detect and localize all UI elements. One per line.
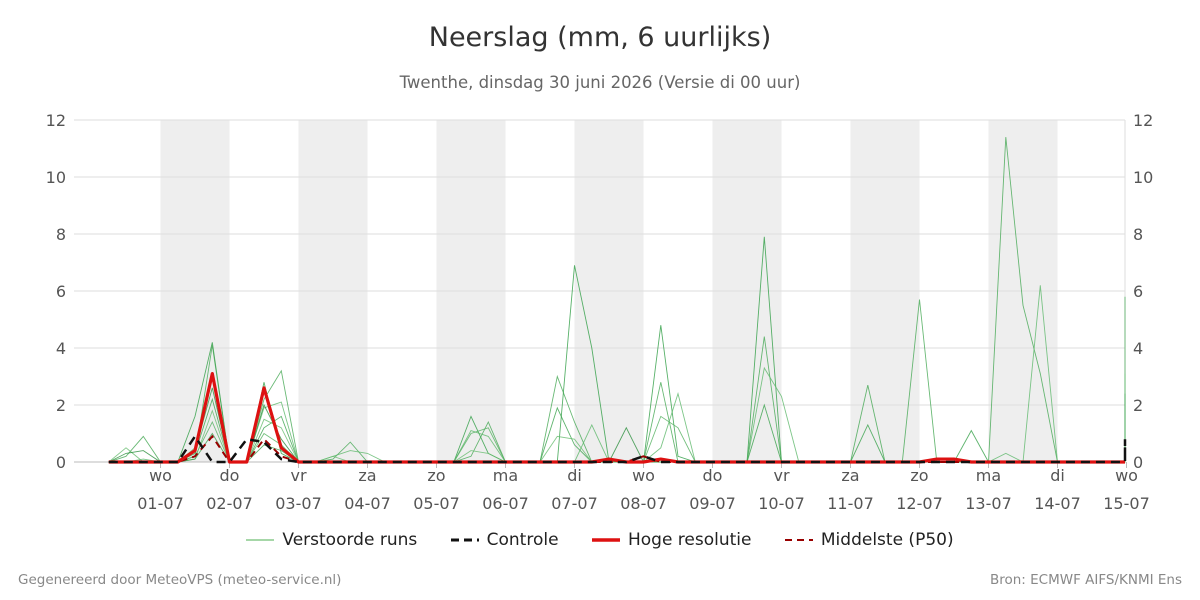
x-tick-label-day: za [358, 466, 376, 485]
x-tick-label-day: do [220, 466, 240, 485]
y-tick-label-right: 6 [1133, 282, 1143, 301]
y-tick-label-left: 12 [46, 111, 66, 130]
legend-swatch-thin-green [246, 539, 275, 541]
series-line-middelste-p50 [108, 434, 1125, 463]
y-tick-label-left: 0 [56, 453, 66, 472]
y-tick-label-right: 2 [1133, 396, 1143, 415]
y-tick-label-right: 4 [1133, 339, 1143, 358]
x-tick-label-day: ma [493, 466, 518, 485]
x-tick-label-date: 04-07 [344, 494, 391, 513]
footer-source: Bron: ECMWF AIFS/KNMI Ens [989, 572, 1182, 588]
y-tick-label-right: 12 [1133, 111, 1153, 130]
x-tick-label-date: 01-07 [137, 494, 184, 513]
series-line-hoge-resolutie [108, 372, 1125, 464]
x-tick-label-day: vr [290, 466, 306, 485]
x-tick-label-date: 10-07 [758, 494, 805, 513]
legend-label: Controle [486, 530, 559, 550]
legend-label: Verstoorde runs [282, 530, 418, 550]
legend-swatch-dashed-black [450, 538, 479, 542]
x-tick-label-day: wo [1115, 466, 1138, 485]
x-tick-label-day: wo [632, 466, 655, 485]
legend-item-verstoorde-runs[interactable]: Verstoorde runs [246, 530, 417, 550]
legend-item-controle[interactable]: Controle [450, 530, 559, 550]
x-tick-label-date: 02-07 [206, 494, 253, 513]
x-tick-label-date: 03-07 [275, 494, 322, 513]
y-tick-label-right: 0 [1133, 453, 1143, 472]
footer-generated-by: Gegenereerd door MeteoVPS (meteo-service… [18, 572, 342, 588]
legend-swatch-dashed-darkred [784, 539, 813, 541]
chart-title: Neerslag (mm, 6 uurlijks) [428, 22, 772, 53]
legend-swatch-thick-red [591, 538, 620, 542]
chart-subtitle: Twenthe, dinsdag 30 juni 2026 (Versie di… [399, 73, 801, 92]
x-tick-label-day: do [703, 466, 723, 485]
legend-item-hoge-resolutie[interactable]: Hoge resolutie [591, 530, 752, 550]
series-line-verstoorde-run [108, 137, 1126, 463]
x-tick-label-date: 12-07 [896, 494, 943, 513]
x-tick-label-date: 09-07 [689, 494, 736, 513]
y-tick-label-right: 8 [1133, 225, 1143, 244]
x-tick-label-day: wo [149, 466, 172, 485]
x-tick-label-date: 14-07 [1034, 494, 1081, 513]
x-tick-label-day: di [567, 466, 582, 485]
x-tick-label-day: vr [773, 466, 789, 485]
y-tick-label-left: 2 [56, 396, 66, 415]
x-tick-label-date: 15-07 [1103, 494, 1150, 513]
x-tick-label-day: zo [427, 466, 445, 485]
y-tick-label-left: 8 [56, 225, 66, 244]
x-tick-label-day: za [841, 466, 859, 485]
x-tick-label-day: di [1050, 466, 1065, 485]
legend-label: Middelste (P50) [820, 530, 954, 550]
x-tick-label-date: 11-07 [827, 494, 874, 513]
x-tick-label-day: zo [910, 466, 928, 485]
x-tick-label-date: 08-07 [620, 494, 667, 513]
x-tick-label-date: 13-07 [965, 494, 1012, 513]
y-tick-label-left: 6 [56, 282, 66, 301]
y-tick-label-left: 4 [56, 339, 66, 358]
y-tick-label-left: 10 [46, 168, 66, 187]
legend-label: Hoge resolutie [627, 530, 752, 550]
chart-legend: Verstoorde runs Controle Hoge resolutie … [0, 530, 1200, 550]
x-tick-label-day: ma [976, 466, 1001, 485]
y-tick-label-right: 10 [1133, 168, 1153, 187]
x-tick-label-date: 07-07 [551, 494, 598, 513]
x-tick-label-date: 05-07 [413, 494, 460, 513]
x-tick-label-date: 06-07 [482, 494, 529, 513]
legend-item-middelste-p50[interactable]: Middelste (P50) [784, 530, 954, 550]
